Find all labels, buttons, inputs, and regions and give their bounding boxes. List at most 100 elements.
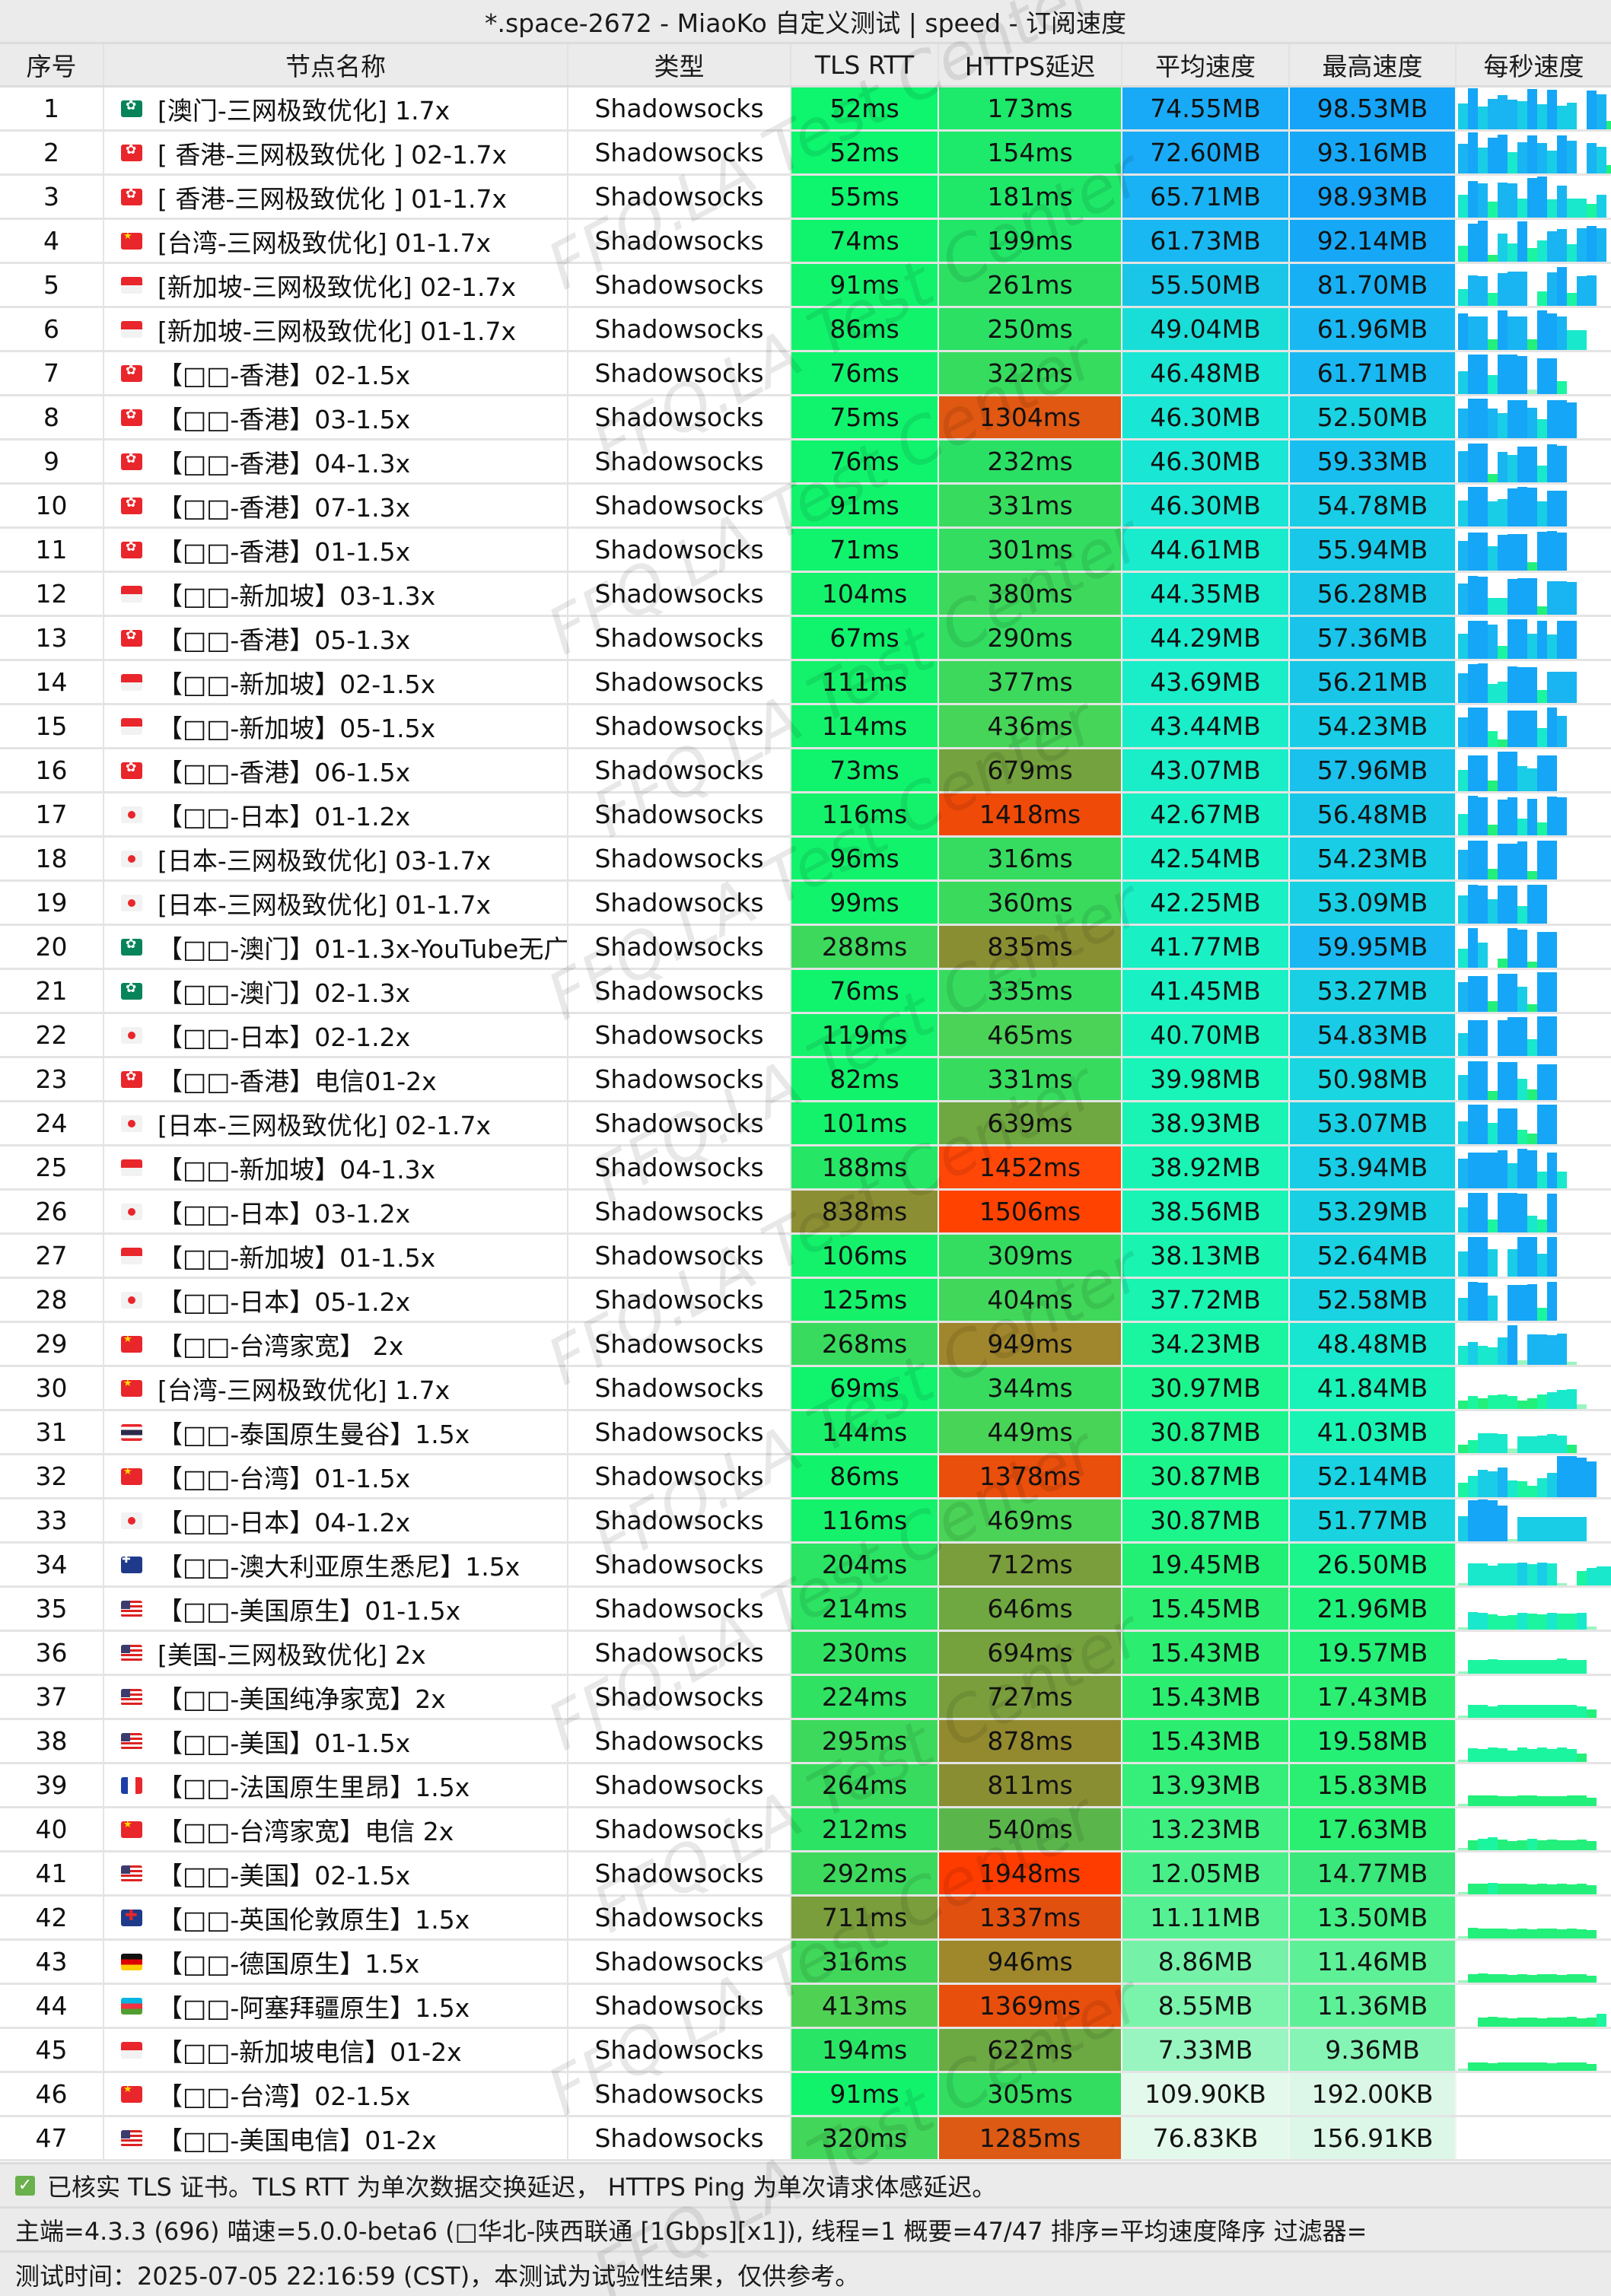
table-row[interactable]: 31 【□□-泰国原生曼谷】1.5x Shadowsocks 144ms 449ms 30… [0, 1411, 1611, 1455]
https-latency-value: 1506ms [939, 1191, 1122, 1232]
table-row[interactable]: 28 【□□-日本】05-1.2x Shadowsocks 125ms 404ms 37.… [0, 1279, 1611, 1323]
https-latency-value: 1948ms [939, 1852, 1122, 1894]
sparkline-bar [1458, 1075, 1468, 1100]
sparkline-bar [1527, 339, 1537, 350]
table-row[interactable]: 38 【□□-美国】01-1.5x Shadowsocks 295ms 878ms 15.… [0, 1720, 1611, 1764]
per-second-speed-sparkline [1457, 2029, 1611, 2071]
sparkline-bar [1547, 1194, 1557, 1232]
sparkline-bar [1557, 1456, 1567, 1497]
sparkline-bar [1488, 1296, 1498, 1321]
column-header-index[interactable]: 序号 [0, 44, 104, 85]
table-row[interactable]: 32 【□□-台湾】01-1.5x Shadowsocks86ms1378ms30.… [0, 1455, 1611, 1499]
table-row[interactable]: 13 【□□-香港】05-1.3x Shadowsocks67ms290ms44.2… [0, 617, 1611, 661]
https-latency-value: 322ms [939, 352, 1122, 394]
table-row[interactable]: 20 【□□-澳门】01-1.3x-YouTube无广Shadowsocks288… [0, 926, 1611, 970]
sparkline-bar [1557, 1884, 1567, 1894]
table-row[interactable]: 35 【□□-美国原生】01-1.5x Shadowsocks 214ms 646ms 1… [0, 1588, 1611, 1632]
sparkline-bar [1547, 1517, 1557, 1541]
footer-config-text: 主端=4.3.3 (696) 喵速=5.0.0-beta6 (□华北-陕西联通 … [15, 2216, 1367, 2246]
table-row[interactable]: 46 【□□-台湾】02-1.5x Shadowsocks91ms305ms109.… [0, 2073, 1611, 2117]
max-speed-value: 26.50MB [1290, 1544, 1457, 1585]
table-row[interactable]: 37 【□□-美国纯净家宽】2x Shadowsocks 224ms 727ms 15.4… [0, 1676, 1611, 1720]
column-header-avg-speed[interactable]: 平均速度 [1122, 44, 1290, 85]
sparkline-bar [1597, 2014, 1606, 2027]
table-row[interactable]: 29 【□□-台湾家宽】 2x Shadowsocks268ms949ms34.23… [0, 1323, 1611, 1367]
table-row[interactable]: 39 【□□-法国原生里昂】1.5x Shadowsocks 264ms 811ms 13… [0, 1764, 1611, 1808]
node-name: 【□□-日本】03-1.2x [158, 1198, 411, 1229]
node-name: 【□□-台湾】01-1.5x [158, 1463, 411, 1493]
table-row[interactable]: 3 [ 香港-三网极致优化 ] 01-1.7x Shadowsocks55ms181… [0, 176, 1611, 220]
table-row[interactable]: 43 【□□-德国原生】1.5x Shadowsocks 316ms 946ms 8.86… [0, 1941, 1611, 1985]
tls-rtt-value: 316ms [791, 1941, 939, 1983]
sparkline-bar [1537, 1172, 1547, 1188]
table-row[interactable]: 19 [日本-三网极致优化] 01-1.7x Shadowsocks 99ms 360… [0, 882, 1611, 926]
column-header-tls-rtt[interactable]: TLS RTT [791, 44, 939, 85]
https-latency-value: 469ms [939, 1499, 1122, 1541]
table-row[interactable]: 7 【□□-香港】02-1.5x Shadowsocks76ms322ms46.48… [0, 352, 1611, 396]
table-row[interactable]: 25 【□□-新加坡】04-1.3x Shadowsocks 188ms 1452ms 3… [0, 1146, 1611, 1191]
row-index: 13 [0, 617, 104, 659]
sparkline-bar [1498, 1394, 1508, 1409]
https-latency-value: 232ms [939, 440, 1122, 482]
table-row[interactable]: 40 【□□-台湾家宽】电信 2x Shadowsocks212ms540ms13.… [0, 1808, 1611, 1852]
flag-cn-icon [121, 1821, 142, 1838]
table-row[interactable]: 15 【□□-新加坡】05-1.5x Shadowsocks 114ms 436ms 43… [0, 705, 1611, 749]
node-type: Shadowsocks [568, 176, 791, 218]
table-row[interactable]: 16 【□□-香港】06-1.5x Shadowsocks73ms679ms43.0… [0, 749, 1611, 793]
sparkline-bar [1508, 488, 1517, 526]
table-row[interactable]: 21 【□□-澳门】02-1.3x Shadowsocks76ms335ms41.4… [0, 970, 1611, 1014]
sparkline-bar [1547, 634, 1557, 659]
sparkline-bar [1547, 708, 1557, 747]
column-header-https-latency[interactable]: HTTPS延迟 [939, 44, 1122, 85]
avg-speed-value: 72.60MB [1122, 132, 1290, 173]
table-row[interactable]: 27 【□□-新加坡】01-1.5x Shadowsocks 106ms 309ms 38… [0, 1235, 1611, 1279]
sparkline-bar [1527, 1839, 1537, 1850]
table-row[interactable]: 44 【□□-阿塞拜疆原生】1.5x Shadowsocks 413ms 1369ms 8… [0, 1985, 1611, 2029]
column-header-per-second-speed[interactable]: 每秒速度 [1483, 52, 1584, 81]
node-name-cell: 【□□-香港】01-1.5x [104, 529, 568, 571]
table-row[interactable]: 34 【□□-澳大利亚原生悉尼】1.5x Shadowsocks204ms712ms… [0, 1544, 1611, 1588]
table-row[interactable]: 26 【□□-日本】03-1.2x Shadowsocks 838ms 1506ms 38… [0, 1191, 1611, 1235]
column-header-max-speed[interactable]: 最高速度 [1290, 44, 1457, 85]
table-row[interactable]: 11 【□□-香港】01-1.5x Shadowsocks71ms301ms44.6… [0, 529, 1611, 573]
table-row[interactable]: 18 [日本-三网极致优化] 03-1.7x Shadowsocks 96ms 316… [0, 838, 1611, 882]
table-row[interactable]: 36 [美国-三网极致优化] 2x Shadowsocks 230ms 694ms 15… [0, 1632, 1611, 1676]
table-row[interactable]: 9 【□□-香港】04-1.3x Shadowsocks76ms232ms46.30… [0, 440, 1611, 485]
table-row[interactable]: 33 【□□-日本】04-1.2x Shadowsocks 116ms 469ms 30.… [0, 1499, 1611, 1544]
sparkline-bar [1557, 2018, 1567, 2027]
table-row[interactable]: 1 [澳门-三网极致优化] 1.7x Shadowsocks52ms173ms74.… [0, 87, 1611, 132]
column-header-type[interactable]: 类型 [568, 44, 791, 85]
max-speed-value: 41.03MB [1290, 1411, 1457, 1453]
sparkline-bar [1547, 1473, 1557, 1497]
per-second-speed-sparkline [1457, 264, 1611, 306]
table-row[interactable]: 12 【□□-新加坡】03-1.3x Shadowsocks 104ms 380ms 44… [0, 573, 1611, 617]
table-row[interactable]: 41 【□□-美国】02-1.5x Shadowsocks 292ms 1948ms 12… [0, 1852, 1611, 1897]
table-row[interactable]: 24 [日本-三网极致优化] 02-1.7x Shadowsocks 101ms 63… [0, 1102, 1611, 1146]
table-row[interactable]: 23 【□□-香港】电信01-2x Shadowsocks82ms331ms39.9… [0, 1058, 1611, 1102]
table-row[interactable]: 30 [台湾-三网极致优化] 1.7x Shadowsocks69ms344ms3… [0, 1367, 1611, 1411]
row-index: 11 [0, 529, 104, 571]
table-row[interactable]: 5 [新加坡-三网极致优化] 02-1.7x Shadowsocks 91ms 261m… [0, 264, 1611, 308]
table-row[interactable]: 2 [ 香港-三网极致优化 ] 02-1.7x Shadowsocks52ms154… [0, 132, 1611, 176]
avg-speed-value: 37.72MB [1122, 1279, 1290, 1321]
table-row[interactable]: 22 【□□-日本】02-1.2x Shadowsocks 119ms 465ms 40.… [0, 1014, 1611, 1058]
sparkline-bar [1468, 1748, 1478, 1762]
sparkline-bar [1478, 755, 1488, 791]
table-row[interactable]: 47 【□□-美国电信】01-2x Shadowsocks 320ms 1285ms 76… [0, 2117, 1611, 2161]
table-row[interactable]: 42【□□-英国伦敦原生】1.5xShadowsocks711ms1337ms1… [0, 1897, 1611, 1941]
node-type: Shadowsocks [568, 882, 791, 924]
column-header-node-name[interactable]: 节点名称 [104, 44, 568, 85]
table-row[interactable]: 8 【□□-香港】03-1.5x Shadowsocks75ms1304ms46.3… [0, 396, 1611, 440]
table-row[interactable]: 17 【□□-日本】01-1.2x Shadowsocks 116ms 1418ms 42… [0, 793, 1611, 838]
table-row[interactable]: 45 【□□-新加坡电信】01-2x Shadowsocks 194ms 622ms 7.… [0, 2029, 1611, 2073]
table-row[interactable]: 6 [新加坡-三网极致优化] 01-1.7x Shadowsocks 86ms 250m… [0, 308, 1611, 352]
row-index: 16 [0, 749, 104, 791]
sparkline-bar [1567, 582, 1577, 615]
node-name: [日本-三网极致优化] 02-1.7x [158, 1110, 492, 1140]
sparkline-bar [1488, 625, 1498, 659]
table-row[interactable]: 14 【□□-新加坡】02-1.5x Shadowsocks 111ms 377ms 43… [0, 661, 1611, 705]
sparkline-bar [1508, 579, 1517, 615]
table-row[interactable]: 10 【□□-香港】07-1.3x Shadowsocks91ms331ms46.3… [0, 485, 1611, 529]
table-row[interactable]: 4 [台湾-三网极致优化] 01-1.7x Shadowsocks74ms199ms… [0, 220, 1611, 264]
flag-us-icon [121, 1644, 142, 1662]
